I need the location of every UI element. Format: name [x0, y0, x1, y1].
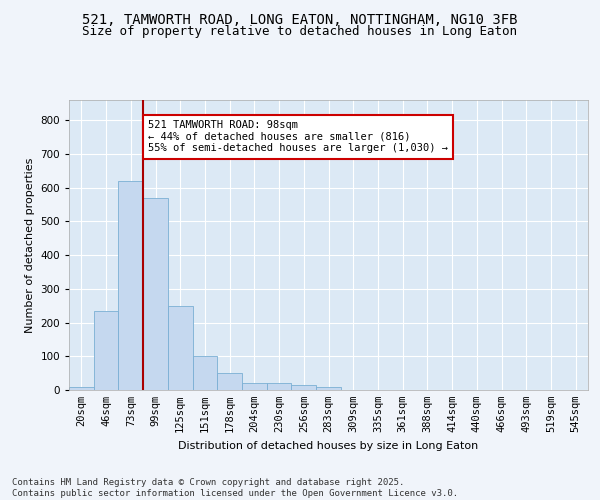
Bar — [118, 181, 143, 390]
Bar — [292, 385, 316, 390]
Bar — [217, 373, 242, 390]
Bar — [143, 198, 168, 390]
Text: Contains HM Land Registry data © Crown copyright and database right 2025.
Contai: Contains HM Land Registry data © Crown c… — [12, 478, 458, 498]
Bar — [94, 312, 118, 390]
X-axis label: Distribution of detached houses by size in Long Eaton: Distribution of detached houses by size … — [178, 440, 479, 450]
Text: 521 TAMWORTH ROAD: 98sqm
← 44% of detached houses are smaller (816)
55% of semi-: 521 TAMWORTH ROAD: 98sqm ← 44% of detach… — [148, 120, 448, 154]
Bar — [242, 382, 267, 390]
Bar — [316, 388, 341, 390]
Text: 521, TAMWORTH ROAD, LONG EATON, NOTTINGHAM, NG10 3FB: 521, TAMWORTH ROAD, LONG EATON, NOTTINGH… — [82, 12, 518, 26]
Text: Size of property relative to detached houses in Long Eaton: Size of property relative to detached ho… — [83, 25, 517, 38]
Bar — [193, 356, 217, 390]
Bar — [168, 306, 193, 390]
Y-axis label: Number of detached properties: Number of detached properties — [25, 158, 35, 332]
Bar — [267, 382, 292, 390]
Bar — [69, 386, 94, 390]
